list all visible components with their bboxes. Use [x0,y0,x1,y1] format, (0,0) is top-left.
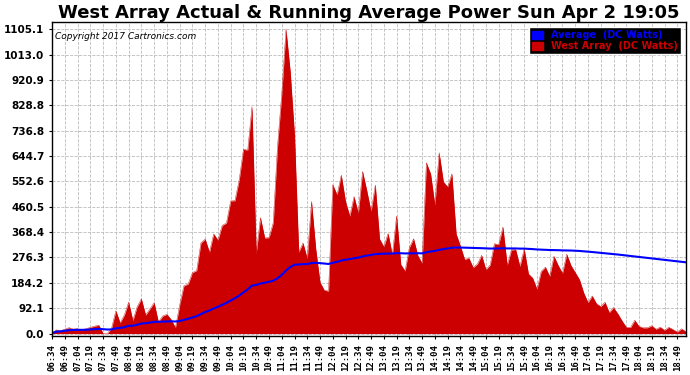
Legend: Average  (DC Watts), West Array  (DC Watts): Average (DC Watts), West Array (DC Watts… [529,27,681,54]
Text: Copyright 2017 Cartronics.com: Copyright 2017 Cartronics.com [55,32,197,41]
Title: West Array Actual & Running Average Power Sun Apr 2 19:05: West Array Actual & Running Average Powe… [58,4,680,22]
